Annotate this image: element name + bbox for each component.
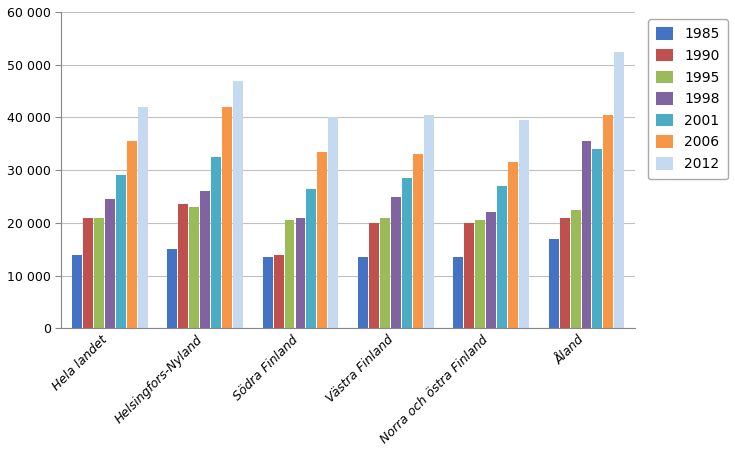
Bar — [179, 204, 188, 328]
Bar — [168, 249, 177, 328]
Bar — [262, 257, 273, 328]
Bar — [423, 115, 434, 328]
Bar — [358, 257, 368, 328]
Bar — [273, 255, 284, 328]
Bar — [559, 217, 570, 328]
Bar — [519, 120, 529, 328]
Bar — [592, 149, 603, 328]
Bar — [402, 178, 412, 328]
Bar — [413, 154, 423, 328]
Bar — [391, 197, 401, 328]
Bar — [508, 162, 518, 328]
Bar — [581, 141, 592, 328]
Bar — [189, 207, 199, 328]
Legend: 1985, 1990, 1995, 1998, 2001, 2006, 2012: 1985, 1990, 1995, 1998, 2001, 2006, 2012 — [648, 19, 728, 179]
Bar — [603, 115, 613, 328]
Bar — [116, 175, 126, 328]
Bar — [233, 81, 243, 328]
Bar — [497, 186, 507, 328]
Bar — [83, 217, 93, 328]
Bar — [369, 223, 379, 328]
Bar — [329, 117, 338, 328]
Bar — [211, 157, 221, 328]
Bar — [137, 107, 148, 328]
Bar — [105, 199, 115, 328]
Bar — [222, 107, 232, 328]
Bar — [318, 152, 327, 328]
Bar — [126, 141, 137, 328]
Bar — [453, 257, 463, 328]
Bar — [380, 217, 390, 328]
Bar — [72, 255, 82, 328]
Bar — [284, 220, 295, 328]
Bar — [200, 191, 210, 328]
Bar — [570, 210, 581, 328]
Bar — [614, 52, 624, 328]
Bar — [94, 217, 104, 328]
Bar — [306, 188, 316, 328]
Bar — [476, 220, 485, 328]
Bar — [465, 223, 474, 328]
Bar — [295, 217, 306, 328]
Bar — [549, 239, 559, 328]
Bar — [487, 212, 496, 328]
